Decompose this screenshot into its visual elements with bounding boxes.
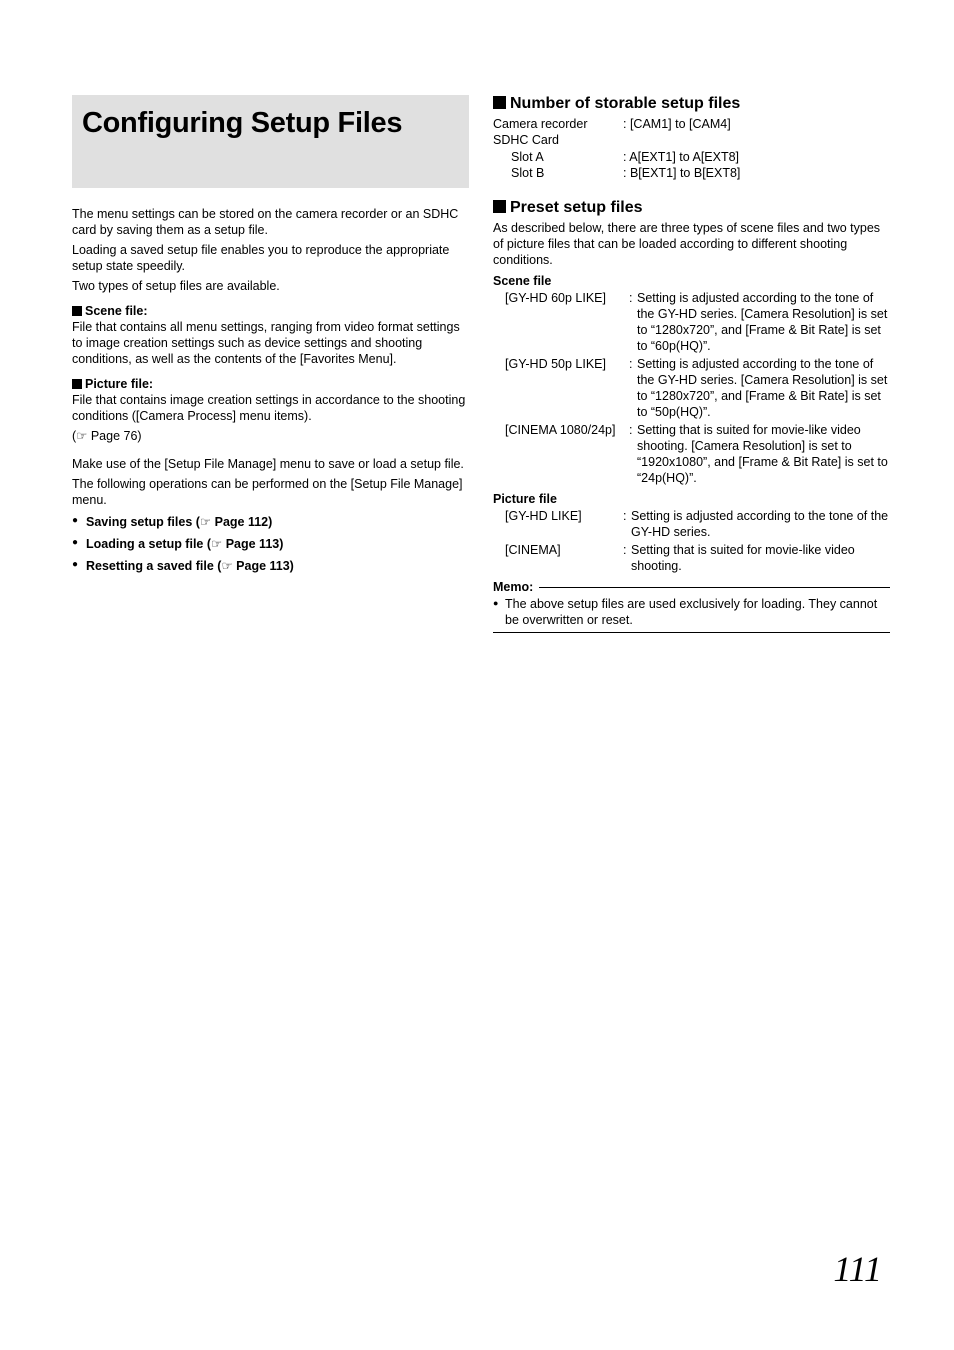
intro-para-3: Two types of setup files are available. bbox=[72, 278, 469, 294]
intro-para-1: The menu settings can be stored on the c… bbox=[72, 206, 469, 238]
page-content: Configuring Setup Files The menu setting… bbox=[0, 0, 954, 633]
def-value: Setting is adjusted according to the ton… bbox=[637, 356, 890, 420]
right-column: Number of storable setup files Camera re… bbox=[493, 95, 890, 633]
scene-file-subhead: Scene file bbox=[493, 274, 890, 288]
def-value: Setting that is suited for movie-like vi… bbox=[631, 542, 890, 574]
def-key: [CINEMA 1080/24p] bbox=[493, 422, 629, 486]
def-colon: : bbox=[629, 356, 637, 420]
memo-bottom-rule-icon bbox=[493, 632, 890, 633]
def-value: Setting that is suited for movie-like vi… bbox=[637, 422, 890, 486]
memo-heading: Memo: bbox=[493, 580, 890, 594]
storable-value: : A[EXT1] to A[EXT8] bbox=[623, 149, 890, 165]
preset-intro: As described below, there are three type… bbox=[493, 220, 890, 268]
picture-file-subhead: Picture file bbox=[493, 492, 890, 506]
bullet-resetting-text-a: Resetting a saved file ( bbox=[86, 559, 221, 573]
preset-heading: Preset setup files bbox=[493, 199, 890, 217]
page-title: Configuring Setup Files bbox=[82, 107, 459, 140]
picture-file-heading-text: Picture file: bbox=[85, 377, 153, 391]
bullet-resetting-text-b: Page 113) bbox=[233, 559, 294, 573]
def-key: [GY-HD LIKE] bbox=[493, 508, 623, 540]
def-key: [CINEMA] bbox=[493, 542, 623, 574]
storable-row: SDHC Card bbox=[493, 132, 890, 148]
storable-row: Slot B: B[EXT1] to B[EXT8] bbox=[493, 165, 890, 181]
usage-para-1: Make use of the [Setup File Manage] menu… bbox=[72, 456, 469, 472]
picture-file-body-1: File that contains image creation settin… bbox=[72, 392, 469, 424]
def-colon: : bbox=[623, 508, 631, 540]
def-key: [GY-HD 60p LIKE] bbox=[493, 290, 629, 354]
storable-key: SDHC Card bbox=[493, 132, 623, 148]
square-bullet-icon bbox=[493, 200, 506, 213]
def-row: [GY-HD 60p LIKE]:Setting is adjusted acc… bbox=[493, 290, 890, 354]
bullet-saving-text-a: Saving setup files ( bbox=[86, 515, 200, 529]
memo-body: The above setup files are used exclusive… bbox=[493, 596, 890, 628]
storable-key: Slot B bbox=[493, 165, 623, 181]
bullet-resetting: Resetting a saved file (☞ Page 113) bbox=[72, 558, 469, 574]
def-value: Setting is adjusted according to the ton… bbox=[637, 290, 890, 354]
storable-heading: Number of storable setup files bbox=[493, 95, 890, 113]
def-key: [GY-HD 50p LIKE] bbox=[493, 356, 629, 420]
picture-file-heading: Picture file: bbox=[72, 377, 469, 391]
bullet-saving-text-b: Page 112) bbox=[211, 515, 272, 529]
picture-file-body-2: (☞ Page 76) bbox=[72, 428, 469, 444]
def-row: [CINEMA 1080/24p]:Setting that is suited… bbox=[493, 422, 890, 486]
picture-file-table: [GY-HD LIKE]:Setting is adjusted accordi… bbox=[493, 508, 890, 574]
memo-heading-text: Memo: bbox=[493, 580, 533, 594]
def-colon: : bbox=[623, 542, 631, 574]
scene-file-heading: Scene file: bbox=[72, 304, 469, 318]
storable-heading-text: Number of storable setup files bbox=[510, 95, 740, 112]
left-column: Configuring Setup Files The menu setting… bbox=[72, 95, 469, 633]
square-bullet-icon bbox=[72, 379, 82, 389]
page-number: 111 bbox=[833, 1248, 882, 1290]
scene-file-body: File that contains all menu settings, ra… bbox=[72, 319, 469, 367]
def-row: [GY-HD 50p LIKE]:Setting is adjusted acc… bbox=[493, 356, 890, 420]
storable-value bbox=[623, 132, 890, 148]
storable-key: Slot A bbox=[493, 149, 623, 165]
pointer-icon: ☞ bbox=[200, 515, 211, 529]
storable-value: : B[EXT1] to B[EXT8] bbox=[623, 165, 890, 181]
scene-file-table: [GY-HD 60p LIKE]:Setting is adjusted acc… bbox=[493, 290, 890, 486]
def-value: Setting is adjusted according to the ton… bbox=[631, 508, 890, 540]
preset-heading-text: Preset setup files bbox=[510, 199, 643, 216]
storable-row: Camera recorder: [CAM1] to [CAM4] bbox=[493, 116, 890, 132]
storable-table: Camera recorder: [CAM1] to [CAM4]SDHC Ca… bbox=[493, 116, 890, 181]
def-row: [CINEMA]:Setting that is suited for movi… bbox=[493, 542, 890, 574]
def-colon: : bbox=[629, 290, 637, 354]
pointer-icon: ☞ bbox=[211, 537, 222, 551]
bullet-saving: Saving setup files (☞ Page 112) bbox=[72, 514, 469, 530]
bullet-loading: Loading a setup file (☞ Page 113) bbox=[72, 536, 469, 552]
storable-key: Camera recorder bbox=[493, 116, 623, 132]
intro-para-2: Loading a saved setup file enables you t… bbox=[72, 242, 469, 274]
def-colon: : bbox=[629, 422, 637, 486]
storable-value: : [CAM1] to [CAM4] bbox=[623, 116, 890, 132]
square-bullet-icon bbox=[72, 306, 82, 316]
memo-rule-icon bbox=[539, 587, 890, 588]
def-row: [GY-HD LIKE]:Setting is adjusted accordi… bbox=[493, 508, 890, 540]
bullet-loading-text-b: Page 113) bbox=[222, 537, 283, 551]
bullet-loading-text-a: Loading a setup file ( bbox=[86, 537, 211, 551]
storable-row: Slot A: A[EXT1] to A[EXT8] bbox=[493, 149, 890, 165]
usage-para-2: The following operations can be performe… bbox=[72, 476, 469, 508]
square-bullet-icon bbox=[493, 96, 506, 109]
title-block: Configuring Setup Files bbox=[72, 95, 469, 188]
scene-file-heading-text: Scene file: bbox=[85, 304, 148, 318]
pointer-icon: ☞ bbox=[221, 559, 232, 573]
